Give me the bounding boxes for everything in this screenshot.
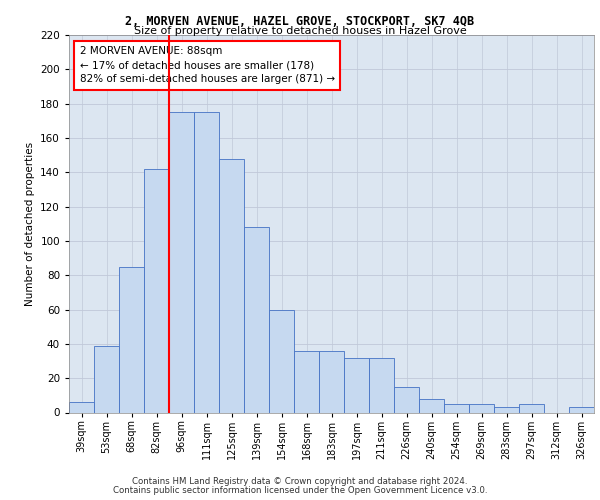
- Bar: [119, 266, 144, 412]
- Text: 2, MORVEN AVENUE, HAZEL GROVE, STOCKPORT, SK7 4QB: 2, MORVEN AVENUE, HAZEL GROVE, STOCKPORT…: [125, 15, 475, 28]
- Bar: [369, 358, 394, 412]
- Bar: [294, 350, 319, 412]
- Bar: [94, 346, 119, 412]
- Bar: [144, 169, 169, 412]
- Bar: [319, 350, 344, 412]
- Bar: [519, 404, 544, 412]
- Bar: [269, 310, 294, 412]
- Bar: [219, 158, 244, 412]
- Bar: [244, 227, 269, 412]
- Bar: [194, 112, 219, 412]
- Bar: [394, 387, 419, 412]
- Bar: [569, 408, 594, 412]
- Bar: [494, 408, 519, 412]
- Bar: [469, 404, 494, 412]
- Text: 2 MORVEN AVENUE: 88sqm
← 17% of detached houses are smaller (178)
82% of semi-de: 2 MORVEN AVENUE: 88sqm ← 17% of detached…: [79, 46, 335, 84]
- Text: Contains public sector information licensed under the Open Government Licence v3: Contains public sector information licen…: [113, 486, 487, 495]
- Bar: [419, 399, 444, 412]
- Bar: [344, 358, 369, 412]
- Text: Contains HM Land Registry data © Crown copyright and database right 2024.: Contains HM Land Registry data © Crown c…: [132, 477, 468, 486]
- Bar: [69, 402, 94, 412]
- Y-axis label: Number of detached properties: Number of detached properties: [25, 142, 35, 306]
- Bar: [169, 112, 194, 412]
- Bar: [444, 404, 469, 412]
- Text: Size of property relative to detached houses in Hazel Grove: Size of property relative to detached ho…: [134, 26, 466, 36]
